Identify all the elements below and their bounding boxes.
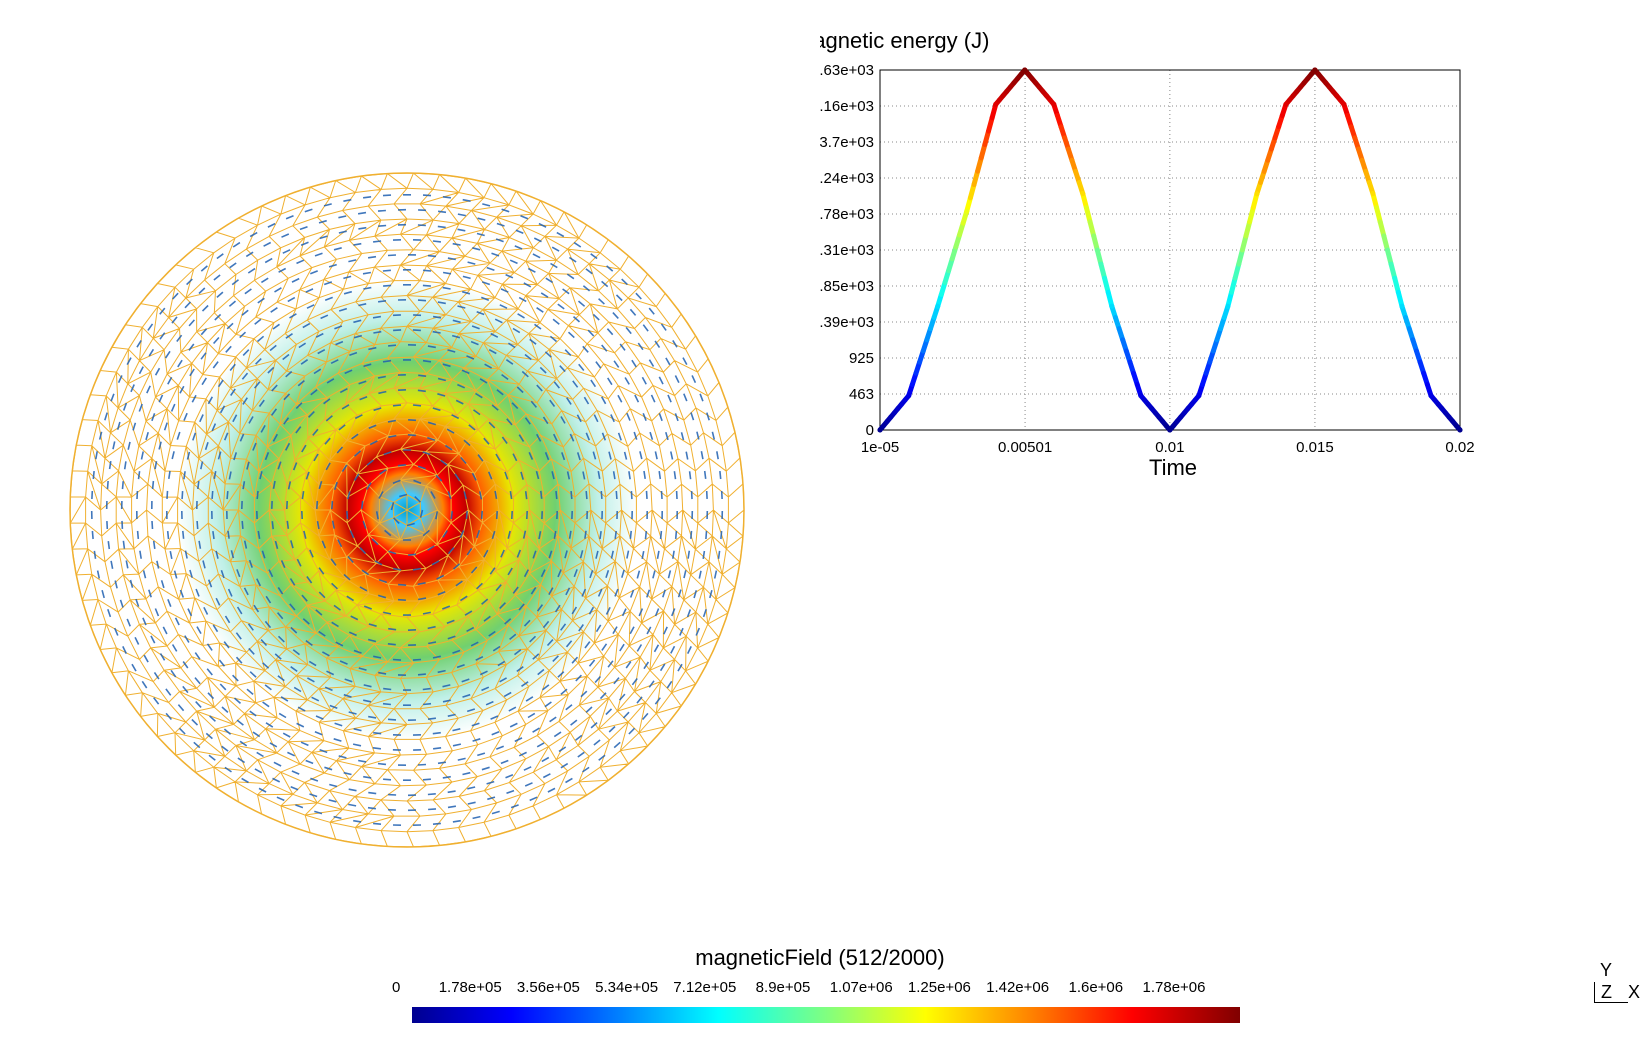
colorbar-tick-label: 1.25e+06: [907, 979, 971, 996]
triangular-mesh: [69, 172, 745, 848]
y-tick-label: 3.7e+03: [820, 134, 874, 151]
y-tick-label: 1.85e+03: [820, 278, 874, 295]
data-point: [1109, 303, 1115, 309]
y-tick-label: 4.16e+03: [820, 98, 874, 115]
colorbar-tick-label: 1.78e+06: [1142, 979, 1206, 996]
data-point: [1428, 393, 1434, 399]
colorbar-gradient: [412, 1007, 1240, 1023]
x-axis-label: Time: [1149, 455, 1197, 480]
data-point: [1370, 191, 1376, 197]
colorbar-tick-label: 5.34e+05: [595, 979, 659, 996]
chart-grid: [880, 70, 1460, 430]
colorbar-tick-label: 1.42e+06: [986, 979, 1050, 996]
colorbar-tick-label: 7.12e+05: [673, 979, 737, 996]
triad-z-label: Z: [1594, 982, 1628, 1003]
y-tick-label: 925: [849, 350, 874, 367]
mesh-edges: [69, 172, 745, 848]
x-tick-label: 0.015: [1296, 439, 1334, 456]
data-point: [1167, 427, 1173, 433]
x-tick-label: 0.00501: [998, 439, 1052, 456]
colorbar-tick-label: 1.6e+06: [1068, 979, 1124, 996]
data-point: [964, 208, 970, 214]
data-point: [935, 303, 941, 309]
axes-orientation-triad: Y Z X: [1590, 960, 1640, 1010]
data-point: [1051, 101, 1057, 107]
data-point: [1341, 101, 1347, 107]
triad-x-label: X: [1628, 982, 1641, 1002]
data-point: [906, 393, 912, 399]
colorbar-title: magneticField (512/2000): [695, 945, 945, 970]
colorbar-tick-label: 1.07e+06: [829, 979, 893, 996]
magnetic-energy-chart: Magnetic energy (J) Time 0 463 925 1.39e+03…: [820, 28, 1475, 480]
colorbar-tick-label: 0: [392, 979, 401, 996]
data-point: [1399, 303, 1405, 309]
data-point: [1080, 191, 1086, 197]
data-point: [1225, 303, 1231, 309]
chart-title: Magnetic energy (J): [820, 28, 989, 53]
x-tick-label: 1e-05: [861, 439, 899, 456]
data-point: [1138, 393, 1144, 399]
data-point: [1283, 101, 1289, 107]
field-mesh-view: [69, 172, 745, 848]
x-tick-label: 0.02: [1445, 439, 1474, 456]
y-tick-label: 2.31e+03: [820, 242, 874, 259]
y-tick-label: 2.78e+03: [820, 206, 874, 223]
data-point: [1312, 67, 1318, 73]
y-tick-label: 0: [866, 422, 874, 439]
colorbar-tick-label: 3.56e+05: [516, 979, 580, 996]
colorbar-legend: magneticField (512/2000) 0 1.78e+05 3.56e+…: [380, 945, 1260, 1035]
y-tick-label: 463: [849, 386, 874, 403]
y-tick-label: 3.24e+03: [820, 170, 874, 187]
x-tick-label: 0.01: [1155, 439, 1184, 456]
colorbar-ticks: 0 1.78e+05 3.56e+05 5.34e+05 7.12e+05 8.9e+05…: [380, 979, 1260, 999]
field-vector-arrows: [90, 194, 724, 826]
y-tick-label: 1.39e+03: [820, 314, 874, 331]
energy-data-points: [877, 67, 1463, 433]
colorbar-tick-label: 1.78e+05: [438, 979, 502, 996]
domain-boundary: [69, 172, 745, 848]
data-point: [1457, 427, 1463, 433]
data-point: [877, 427, 883, 433]
data-point: [993, 101, 999, 107]
colorbar-tick-label: 8.9e+05: [755, 979, 811, 996]
data-point: [1022, 67, 1028, 73]
triad-y-label: Y: [1600, 960, 1613, 980]
arrow-glyphs: [90, 194, 724, 826]
data-point: [1196, 393, 1202, 399]
y-tick-label: 4.63e+03: [820, 62, 874, 79]
data-point: [1254, 191, 1260, 197]
